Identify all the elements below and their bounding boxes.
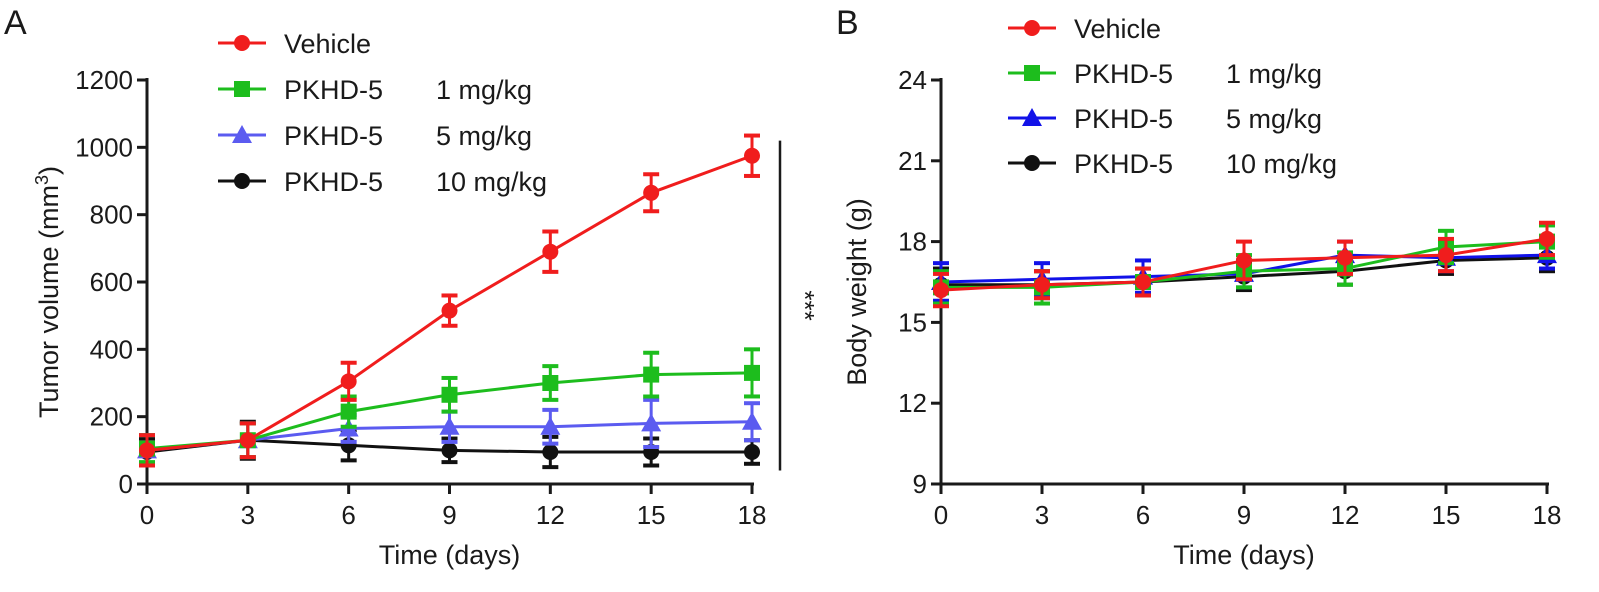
panel-a-data-point bbox=[439, 416, 460, 435]
panel-a-data-point bbox=[239, 432, 256, 449]
panel-a-data-point bbox=[441, 302, 458, 319]
panel-a-y-axis-title-superscript: 3 bbox=[32, 175, 52, 185]
panel-b-data-point bbox=[1236, 252, 1252, 269]
panel-b-letter: B bbox=[836, 4, 859, 42]
panel-a-data-point bbox=[139, 442, 155, 459]
panel-b-legend-dose: 10 mg/kg bbox=[1226, 149, 1337, 179]
panel-b-legend-marker bbox=[1024, 155, 1040, 171]
panel-a-y-tick-label: 400 bbox=[90, 334, 133, 364]
panel-a-data-point bbox=[542, 444, 559, 461]
panel-a-data-point bbox=[641, 413, 662, 432]
panel-b-data-point bbox=[1034, 276, 1050, 293]
panel-b-y-axis-title-main: Body weight (g) bbox=[842, 198, 872, 386]
panel-b-x-tick-label: 3 bbox=[1035, 500, 1049, 530]
panel-b-y-tick-label: 9 bbox=[913, 469, 927, 499]
panel-b-series-0 bbox=[933, 220, 1555, 309]
panel-a-significance-label: *** bbox=[790, 290, 820, 320]
panel-a-y-axis-title: Tumor volume (mm3) bbox=[32, 166, 64, 418]
panel-b-legend-name: Vehicle bbox=[1074, 14, 1161, 44]
panel-a-legend-dose: 1 mg/kg bbox=[436, 75, 532, 105]
panel-a-data-point bbox=[744, 147, 760, 164]
panel-a-x-axis-title: Time (days) bbox=[379, 540, 521, 570]
panel-a-data-point bbox=[744, 364, 760, 381]
panel-b-x-tick-label: 0 bbox=[934, 500, 948, 530]
panel-b-data-point bbox=[1337, 249, 1353, 266]
panel-a-y-tick-label: 200 bbox=[90, 402, 133, 432]
panel-b-data-point bbox=[1135, 274, 1151, 290]
panel-a-data-point bbox=[643, 184, 660, 201]
panel-b-legend-name: PKHD-5 bbox=[1074, 59, 1173, 89]
panel-b-legend: Vehicle PKHD-5 1 mg/kg PKHD-5 5 mg/kg PKHD-5 1… bbox=[1008, 14, 1337, 179]
panel-a-legend-marker bbox=[234, 81, 250, 97]
panel-a-data-point bbox=[643, 366, 660, 383]
panel-a-y-tick-label: 1000 bbox=[75, 132, 133, 162]
panel-b-y-tick-label: 21 bbox=[898, 146, 927, 176]
panel-b-legend-marker bbox=[1024, 65, 1040, 81]
panel-b-y-tick-label: 15 bbox=[898, 307, 927, 337]
panel-a-x-tick-label: 3 bbox=[241, 500, 255, 530]
panel-b-x-tick-label: 6 bbox=[1136, 500, 1150, 530]
panel-a-x-tick-label: 6 bbox=[341, 500, 355, 530]
panel-a-x-tick-label: 0 bbox=[140, 500, 154, 530]
panel-b-y-tick-label: 12 bbox=[898, 388, 927, 418]
panel-b-legend-dose: 1 mg/kg bbox=[1226, 59, 1322, 89]
panel-b-x-tick-label: 9 bbox=[1237, 500, 1251, 530]
panel-a-legend-name: PKHD-5 bbox=[284, 75, 383, 105]
panel-b-legend-name: PKHD-5 bbox=[1074, 104, 1173, 134]
panel-a-data-point bbox=[542, 243, 559, 260]
panel-a-letter: A bbox=[4, 4, 27, 42]
panel-b-data-point bbox=[1539, 230, 1555, 247]
panel-a-x-tick-label: 9 bbox=[442, 500, 456, 530]
panel-b-y-tick-label: 18 bbox=[898, 227, 927, 257]
panel-a-data-point bbox=[340, 373, 357, 390]
panel-a-legend-marker bbox=[232, 125, 252, 143]
panel-a-data-point bbox=[742, 411, 762, 430]
panel-a-legend-name: Vehicle bbox=[284, 29, 371, 59]
panel-a: A 0 200 400 600 800 1000 1200 0 3 6 9 12 15 18 Time (da… bbox=[4, 4, 820, 570]
panel-b-x-tick-label: 12 bbox=[1331, 500, 1360, 530]
panel-b: B 9 12 15 18 21 24 0 3 6 9 12 15 18 Time (days) Body we… bbox=[836, 4, 1561, 570]
panel-a-x-tick-label: 15 bbox=[637, 500, 666, 530]
panel-a-legend-dose: 10 mg/kg bbox=[436, 167, 547, 197]
panel-a-legend-marker bbox=[234, 35, 250, 51]
panel-a-legend-dose: 5 mg/kg bbox=[436, 121, 532, 151]
panel-a-data-point bbox=[542, 375, 559, 391]
panel-b-x-tick-label: 18 bbox=[1533, 500, 1562, 530]
panel-a-y-tick-label: 1200 bbox=[75, 65, 133, 95]
panel-a-y-axis-title-main: Tumor volume (mm bbox=[34, 185, 64, 418]
panel-a-y-tick-label: 0 bbox=[119, 469, 133, 499]
panel-a-y-axis-title-close: ) bbox=[34, 166, 64, 175]
panel-a-data-point bbox=[340, 403, 357, 420]
panel-b-data-point bbox=[1438, 247, 1454, 264]
panel-a-y-tick-label: 600 bbox=[90, 267, 133, 297]
panel-a-legend-name: PKHD-5 bbox=[284, 167, 383, 197]
panel-a-x-tick-label: 18 bbox=[738, 500, 767, 530]
panel-b-legend-dose: 5 mg/kg bbox=[1226, 104, 1322, 134]
panel-b-legend-marker bbox=[1024, 20, 1040, 36]
panel-a-legend-name: PKHD-5 bbox=[284, 121, 383, 151]
panel-a-data-point bbox=[441, 386, 458, 403]
panel-b-data-point bbox=[933, 282, 949, 299]
panel-b-x-axis-title: Time (days) bbox=[1173, 540, 1315, 570]
panel-a-legend-marker bbox=[234, 173, 250, 189]
panel-b-legend-name: PKHD-5 bbox=[1074, 149, 1173, 179]
panel-a-series-0 bbox=[139, 133, 760, 468]
panel-a-y-tick-label: 800 bbox=[90, 200, 133, 230]
panel-b-legend-marker bbox=[1022, 108, 1042, 126]
panel-a-legend: Vehicle PKHD-5 1 mg/kg PKHD-5 5 mg/kg PKHD-5 1… bbox=[218, 29, 547, 197]
panel-b-y-tick-label: 24 bbox=[898, 65, 927, 95]
panel-a-data-point bbox=[744, 444, 760, 461]
panel-a-data-point bbox=[540, 416, 561, 435]
panel-b-y-axis-title: Body weight (g) bbox=[842, 198, 872, 386]
panel-a-data-point bbox=[441, 442, 458, 459]
panel-b-x-tick-label: 15 bbox=[1432, 500, 1461, 530]
panel-a-x-tick-label: 12 bbox=[536, 500, 565, 530]
